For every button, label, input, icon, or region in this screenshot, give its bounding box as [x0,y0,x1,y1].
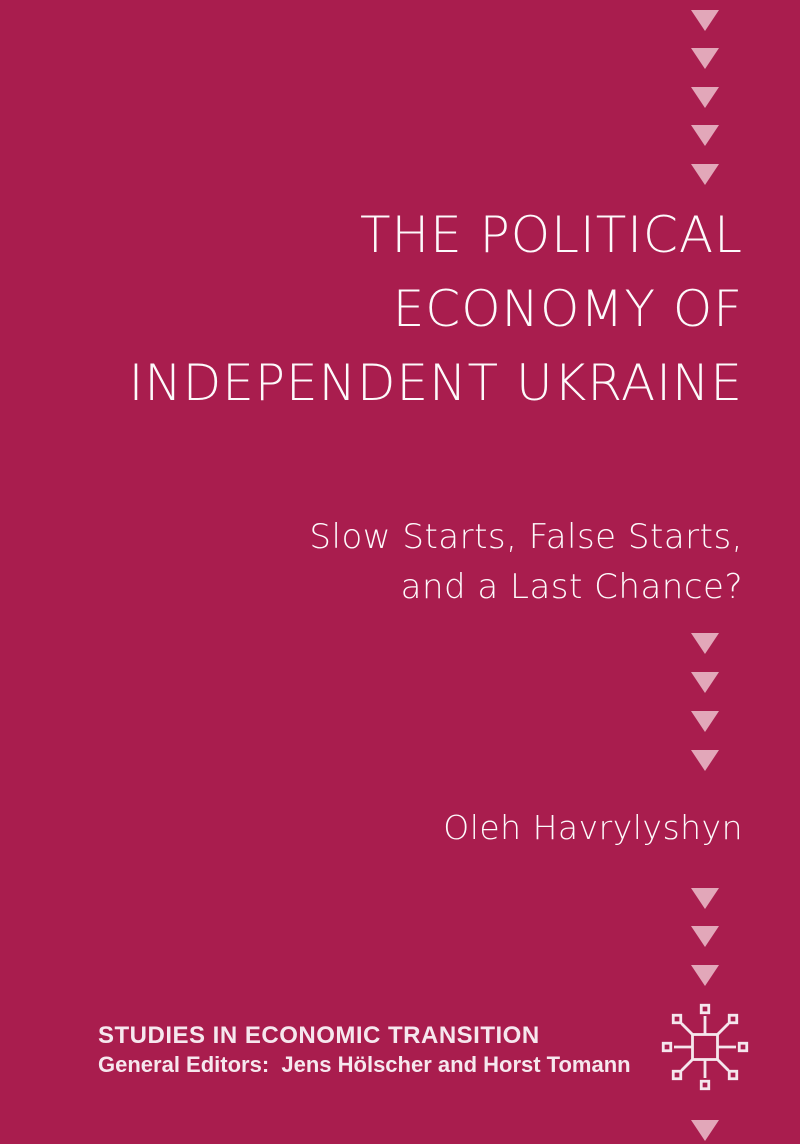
author-name: Oleh Havrylyshyn [443,808,743,847]
down-triangle-icon [691,633,719,654]
down-triangle-icon [691,965,719,986]
down-triangle-icon [691,87,719,108]
book-title: THE POLITICAL ECONOMY OF INDEPENDENT UKR… [0,198,743,420]
down-triangle-icon [691,926,719,947]
series-editors: General Editors: Jens Hölscher and Horst… [98,1052,631,1077]
down-triangle-icon [691,888,719,909]
down-triangle-icon [691,1120,719,1141]
down-triangle-icon [691,10,719,31]
down-triangle-icon [691,672,719,693]
series-network-square-icon [661,1003,749,1091]
title-line: THE POLITICAL [360,206,743,264]
book-subtitle: Slow Starts, False Starts, and a Last Ch… [0,512,743,612]
series-name: STUDIES IN ECONOMIC TRANSITION [98,1022,540,1049]
down-triangle-icon [691,164,719,185]
title-line: ECONOMY OF [392,280,743,338]
down-triangle-icon [691,711,719,732]
down-triangle-icon [691,125,719,146]
down-triangle-icon [691,750,719,771]
subtitle-line: Slow Starts, False Starts, [309,517,743,557]
series-block: STUDIES IN ECONOMIC TRANSITION General E… [98,1022,631,1078]
title-line: INDEPENDENT UKRAINE [128,354,743,412]
down-triangle-icon [691,48,719,69]
subtitle-line: and a Last Chance? [400,567,743,607]
